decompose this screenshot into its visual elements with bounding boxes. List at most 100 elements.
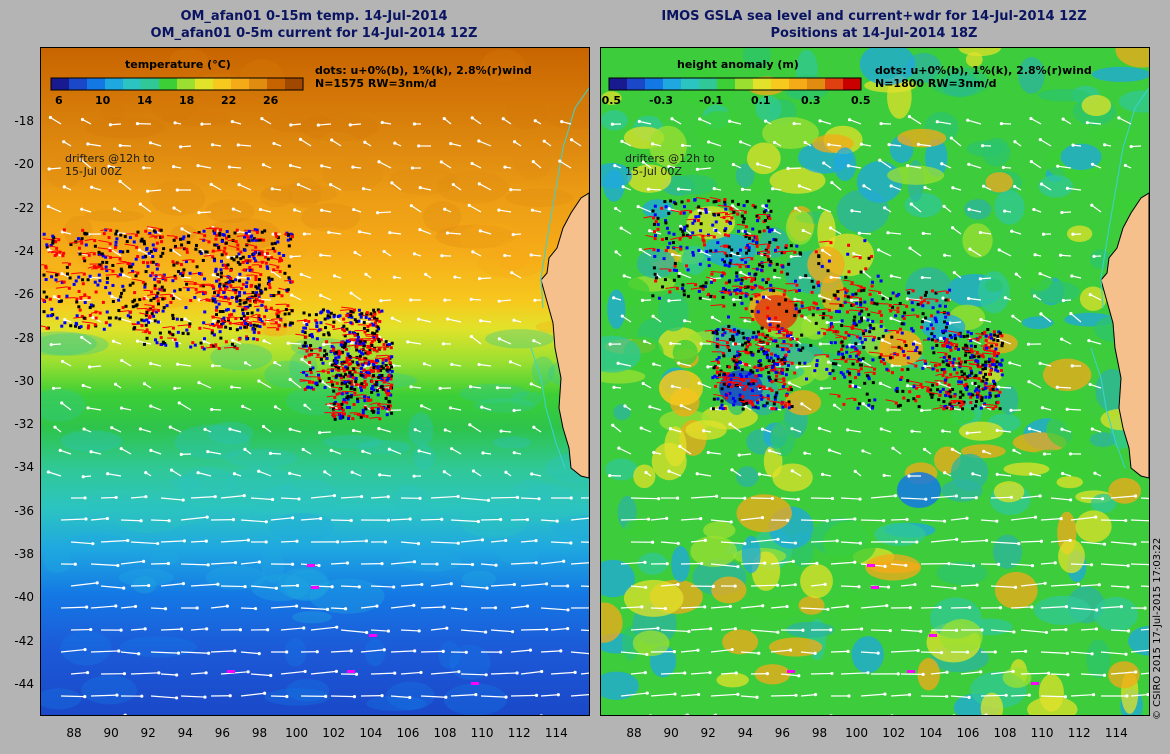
current-arrow-head (499, 517, 503, 522)
drifter-dot (303, 331, 307, 335)
current-arrow-head (480, 405, 484, 409)
drifter-track (230, 286, 241, 289)
drifter-dot (767, 258, 771, 262)
current-arrow-head (640, 605, 644, 609)
drifter-dot (270, 242, 274, 246)
current-arrow-head (83, 647, 87, 652)
current-arrow (291, 294, 302, 301)
current-arrow (197, 472, 212, 477)
drifter-dot (812, 306, 816, 310)
current-arrow (878, 249, 892, 257)
drifter-dot (224, 340, 228, 344)
drifter-dot (102, 327, 106, 331)
current-arrow (272, 270, 282, 279)
drifter-dot (770, 352, 774, 356)
drifter-track (849, 327, 862, 331)
current-arrow-head (1055, 385, 1059, 389)
drifter-track (340, 379, 350, 382)
current-arrow-head (195, 606, 199, 610)
drifter-dot (773, 397, 777, 401)
current-arrow-head (272, 141, 276, 146)
current-arrow-head (728, 422, 732, 426)
drifter-dot (361, 411, 365, 415)
current-arrow (220, 539, 249, 543)
drifter-dot (944, 315, 948, 319)
drifter-dot (197, 272, 201, 276)
current-arrow-head (558, 159, 562, 163)
colorbar-swatch (231, 78, 250, 90)
current-arrow-head (418, 186, 422, 190)
current-arrow (207, 451, 222, 455)
drifter-dot (369, 398, 373, 402)
drifter-dot (60, 324, 64, 328)
temperature-patch (118, 568, 174, 587)
current-arrow-head (257, 379, 261, 383)
drifter-dot (355, 320, 359, 324)
drifter-dot (729, 206, 733, 210)
drifter-dot (229, 268, 233, 272)
drifter-dot (248, 265, 252, 269)
drifter-track (377, 403, 389, 405)
drifter-dot (894, 314, 898, 318)
drifter-dot (248, 268, 252, 272)
drifter-dot (743, 341, 747, 345)
drifter-dot (353, 331, 357, 335)
temperature-patch (261, 184, 337, 204)
current-arrow-head (47, 167, 51, 171)
temperature-patch (309, 578, 385, 614)
drifter-dot (189, 298, 193, 302)
current-arrow-head (921, 231, 925, 235)
drifter-dot (675, 286, 679, 290)
drifter-dot (870, 280, 874, 284)
drifter-dot (359, 388, 363, 392)
drifter-dot (902, 322, 906, 326)
drifter-dot (858, 310, 862, 314)
current-arrow-head (894, 540, 898, 544)
drifter-dot (372, 366, 376, 370)
current-arrow (460, 629, 486, 633)
current-arrow-head (573, 670, 577, 674)
current-arrow (240, 607, 256, 610)
drifter-dot (901, 389, 905, 393)
current-arrow (800, 607, 828, 610)
current-arrow-head (858, 541, 862, 545)
drifter-dot (785, 309, 789, 313)
drifter-dot (896, 353, 900, 357)
current-arrow-head (515, 671, 519, 675)
current-arrow-head (1033, 515, 1038, 519)
left-drifter-note: drifters @12h to 15-Jul 00Z (65, 152, 155, 178)
drifter-dot (929, 323, 933, 327)
temperature-patch (264, 688, 330, 706)
drifter-track (736, 223, 745, 226)
drifter-dot (814, 321, 818, 325)
current-arrow-head (1126, 564, 1130, 568)
drifter-dot (360, 312, 364, 316)
drifter-dot (367, 360, 371, 364)
current-arrow-head (392, 275, 397, 279)
drifter-dot (863, 338, 867, 342)
current-arrow-head (786, 166, 790, 171)
drifter-track (863, 365, 874, 369)
drifter-dot (342, 369, 346, 373)
drifter-dot (224, 325, 228, 329)
drifter-dot (947, 356, 951, 360)
drifter-dot (759, 363, 763, 367)
drifter-dot (56, 272, 60, 276)
current-arrow (377, 211, 392, 214)
drifter-dot (350, 393, 354, 397)
temperature-patch (81, 675, 138, 705)
drifter-dot (302, 326, 306, 330)
drifter-dot (773, 268, 777, 272)
current-arrow-head (196, 471, 200, 475)
drifter-dot (195, 265, 199, 269)
current-arrow (950, 137, 962, 147)
drifter-dot (821, 316, 825, 320)
drifter-dot (723, 288, 727, 292)
drifter-dot (194, 287, 198, 291)
anomaly-patch (999, 385, 1019, 416)
current-arrow (258, 380, 272, 389)
drifter-dot (736, 329, 740, 333)
drifter-dot (949, 341, 953, 345)
current-arrow-head (896, 672, 900, 676)
current-arrow (792, 470, 802, 477)
